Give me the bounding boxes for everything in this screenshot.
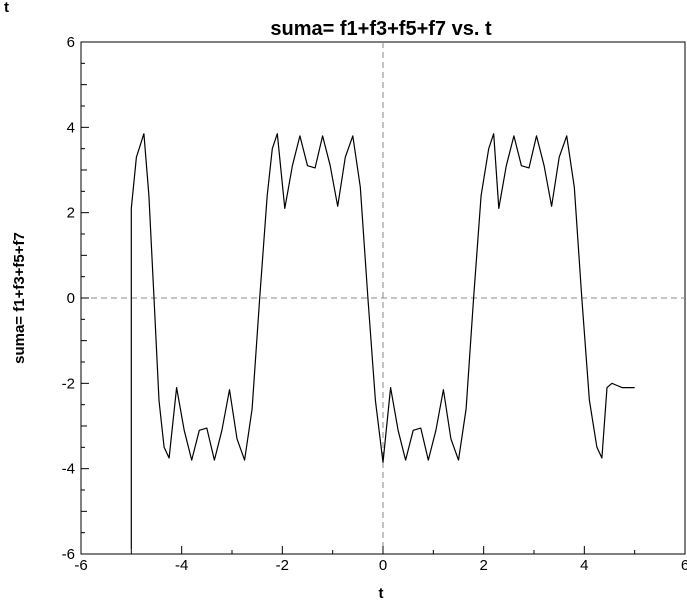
plot-area: -6 -4 -2 0 2 4 6 -6 -4 -2 0 2 4 6 bbox=[62, 34, 687, 574]
x-axis: -6 -4 -2 0 2 4 6 bbox=[74, 546, 687, 574]
y-tick-label: 6 bbox=[67, 34, 75, 51]
series-line-0 bbox=[130, 133, 635, 550]
x-tick-label: -2 bbox=[276, 557, 289, 574]
x-tick-label: 4 bbox=[580, 557, 588, 574]
y-axis: -6 -4 -2 0 2 4 6 bbox=[62, 34, 89, 563]
y-tick-label: -2 bbox=[62, 375, 75, 392]
x-tick-label: 2 bbox=[479, 557, 487, 574]
corner-mark: t bbox=[4, 0, 9, 16]
y-tick-label: 4 bbox=[67, 119, 75, 136]
x-tick-label: 0 bbox=[379, 557, 387, 574]
y-tick-label: -6 bbox=[62, 546, 75, 563]
x-axis-label: t bbox=[379, 585, 384, 601]
x-tick-label: -6 bbox=[74, 557, 87, 574]
y-tick-label: 0 bbox=[67, 290, 75, 307]
y-axis-label: suma= f1+f3+f5+f7 bbox=[11, 232, 28, 364]
y-tick-label: -4 bbox=[62, 461, 75, 478]
x-tick-label: 6 bbox=[681, 557, 687, 574]
y-tick-label: 2 bbox=[67, 205, 75, 222]
x-tick-label: -4 bbox=[175, 557, 188, 574]
chart-title: suma= f1+f3+f5+f7 vs. t bbox=[270, 18, 492, 40]
series-group bbox=[130, 133, 635, 550]
